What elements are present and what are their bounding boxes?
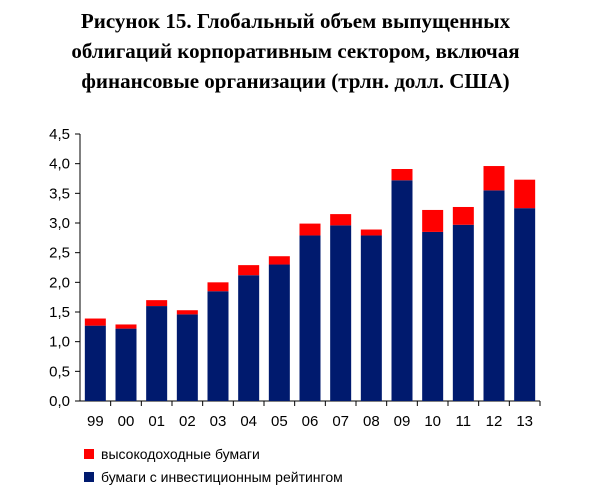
bar-high-yield [84,318,106,326]
bar-investment-grade [514,208,536,401]
bar-investment-grade [268,264,290,401]
y-tick-label: 2,0 [49,274,70,291]
legend-swatch [84,472,94,482]
x-tick-label: 03 [210,413,227,430]
bar-high-yield [146,300,168,307]
bar-investment-grade [176,314,198,401]
y-tick-label: 4,5 [49,126,70,143]
y-tick-label: 2,5 [49,245,70,262]
chart-title: Рисунок 15. Глобальный объем выпущенных … [0,6,591,96]
x-tick-label: 00 [118,413,135,430]
bar-investment-grade [207,291,229,401]
x-tick-label: 06 [302,413,319,430]
x-tick-label: 07 [332,413,349,430]
bar-investment-grade [483,190,505,401]
bar-investment-grade [391,180,413,401]
bar-investment-grade [84,325,106,401]
chart-title-line-2: облигаций корпоративным сектором, включа… [71,39,520,63]
x-tick-label: 99 [87,413,104,430]
bar-high-yield [391,169,413,181]
bar-high-yield [176,310,198,315]
bar-high-yield [514,179,536,209]
bar-high-yield [330,214,352,226]
bar-investment-grade [330,225,352,401]
chart-title-line-1: Рисунок 15. Глобальный объем выпущенных [80,9,511,33]
y-tick-label: 4,0 [49,156,70,173]
legend-label: высокодоходные бумаги [101,446,260,462]
y-tick-label: 3,5 [49,185,70,202]
bar-high-yield [238,265,260,276]
bar-investment-grade [146,306,168,401]
legend-label: бумаги с инвестиционным рейтингом [101,469,343,485]
bar-high-yield [207,282,229,292]
bar-high-yield [452,206,474,225]
y-tick-label: 0,5 [49,363,70,380]
bar-high-yield [483,166,505,191]
bar-investment-grade [299,235,321,401]
x-tick-label: 10 [424,413,441,430]
bar-investment-grade [115,328,137,401]
x-tick-label: 12 [486,413,503,430]
x-tick-label: 05 [271,413,288,430]
bar-high-yield [299,223,321,236]
bar-investment-grade [422,231,444,401]
x-tick-label: 04 [240,413,257,430]
bar-investment-grade [452,224,474,401]
bar-high-yield [268,256,290,265]
x-tick-label: 11 [456,413,472,430]
x-tick-label: 08 [363,413,380,430]
x-tick-label: 09 [394,413,411,430]
y-tick-label: 0,0 [49,393,70,410]
bar-investment-grade [238,275,260,401]
y-tick-label: 3,0 [49,215,70,232]
x-tick-label: 02 [179,413,196,430]
x-tick-label: 13 [516,413,533,430]
x-tick-label: 01 [148,413,165,430]
y-tick-label: 1,0 [49,334,70,351]
y-tick-label: 1,5 [49,304,70,321]
bar-high-yield [115,324,137,329]
chart-title-line-3: финансовые организации (трлн. долл. США) [81,69,510,93]
bar-high-yield [360,229,382,236]
legend-swatch [84,449,94,459]
bar-high-yield [422,209,444,232]
bar-investment-grade [360,235,382,401]
